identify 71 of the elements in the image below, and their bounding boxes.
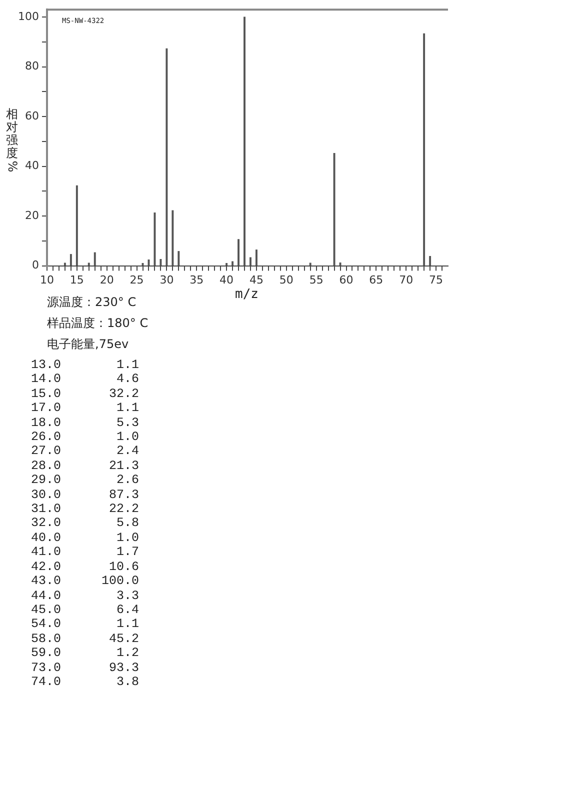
text: 5.8 [116,516,140,531]
x-tick-label: 50 [279,273,294,286]
y-tick-label: 40 [25,159,39,172]
text: 14.0 [31,372,62,387]
text: 1.1 [116,401,140,416]
text: 31.0 [31,502,62,516]
text: 44.0 [31,588,62,603]
text: 28.0 [31,458,62,474]
x-tick-label: 55 [309,273,324,286]
x-axis-title: m/z [235,287,258,302]
text: 100.0 [100,574,140,588]
text: 54.0 [31,617,62,632]
text: 58.0 [31,632,62,646]
x-tick-label: 45 [249,273,264,286]
text: 15.0 [31,386,62,402]
y-tick-label: 80 [25,60,39,73]
y-tick-label: 60 [25,109,39,122]
text: 1.1 [116,617,140,632]
text: 40.0 [31,530,62,546]
text: 21.3 [108,458,140,474]
text: 3.8 [116,674,140,690]
text: 4.6 [116,372,140,387]
text: 45.0 [31,602,62,618]
x-tick-label: 65 [369,273,384,286]
text: 93.3 [108,660,140,675]
text: 17.0 [31,401,62,416]
x-tick-label: 10 [40,273,54,286]
text: 87.3 [108,488,140,502]
text: 2.6 [116,473,140,488]
text: 18.0 [31,416,62,430]
x-tick-label: 60 [339,273,354,286]
text: 1.2 [116,646,140,661]
text: 源温度：230° C [47,294,138,311]
text: 电子能量,75ev [47,336,130,353]
x-tick-label: 35 [190,273,204,286]
text: 13.0 [31,358,62,372]
text: 29.0 [31,473,62,488]
text: 59.0 [31,646,62,661]
text: 10.6 [108,560,140,574]
x-tick-label: 40 [220,273,234,286]
text: 3.3 [116,588,140,603]
text: 32.2 [108,386,140,402]
text: 1.7 [116,545,140,560]
text: 32.0 [31,516,62,531]
text: 22.2 [108,502,140,516]
x-tick-label: 70 [399,273,414,286]
text: 27.0 [31,444,62,459]
text: 73.0 [31,660,62,675]
x-tick-label: 20 [100,273,114,286]
text: 1.0 [116,430,140,444]
y-tick-label: 0 [32,258,39,272]
text: 5.3 [116,416,140,430]
text: 样品温度：180° C [47,315,148,332]
y-tick-label: 100 [18,10,39,23]
text: 43.0 [31,574,62,588]
text: 41.0 [31,545,62,560]
text: 26.0 [31,430,62,444]
text: 74.0 [31,674,62,690]
text: 1.1 [116,358,140,372]
text: 1.0 [116,530,140,546]
x-tick-label: 30 [160,273,174,286]
y-tick-label: 20 [25,208,39,222]
text: 30.0 [31,488,62,502]
text: 42.0 [31,560,62,574]
y-axis-title: 相对强度% [5,107,20,174]
x-tick-label: 25 [130,273,144,286]
x-tick-label: 15 [70,273,84,286]
text: 2.4 [116,444,140,459]
text: 45.2 [108,632,140,646]
x-tick-label: 75 [429,273,444,286]
text: 6.4 [116,602,140,618]
